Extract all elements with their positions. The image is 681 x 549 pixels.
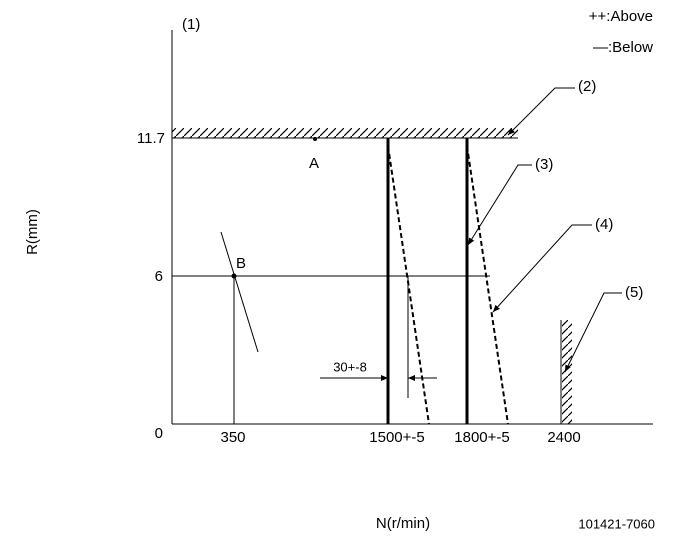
origin-label: 0	[155, 425, 163, 442]
x-tick-label: 1800+-5	[454, 429, 509, 446]
dimension-label: 30+-8	[333, 359, 367, 374]
x-axis-label: N(r/min)	[376, 515, 430, 532]
curves	[220, 137, 572, 425]
callout: (4)	[595, 216, 613, 233]
legend-entry: —:Below	[593, 39, 653, 56]
callout: (1)	[182, 16, 200, 33]
x-tick-label: 2400	[547, 429, 580, 446]
axes	[171, 30, 653, 425]
y-tick-label: 6	[155, 268, 163, 285]
leaders	[467, 87, 622, 373]
point-label: A	[309, 155, 319, 172]
y-tick-label: 11.7	[137, 130, 165, 147]
point-label: B	[236, 255, 246, 272]
drawing-code: 101421-7060	[578, 516, 655, 531]
x-tick-label: 1500+-5	[369, 429, 424, 446]
y-axis-label: R(mm)	[24, 209, 41, 255]
callout: (2)	[578, 78, 596, 95]
callout: (5)	[625, 284, 643, 301]
legend-entry: ++:Above	[589, 8, 653, 25]
x-tick-label: 350	[220, 429, 245, 446]
callout: (3)	[535, 156, 553, 173]
